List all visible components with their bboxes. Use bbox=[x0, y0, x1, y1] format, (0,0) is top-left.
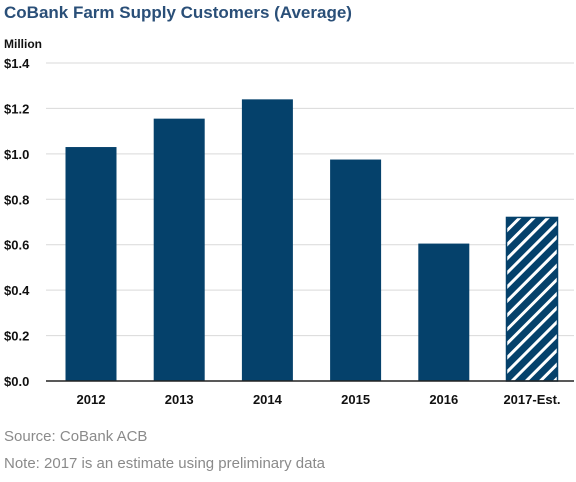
x-tick-label: 2012 bbox=[77, 392, 106, 407]
x-tick-label: 2016 bbox=[429, 392, 458, 407]
bar-estimate bbox=[505, 216, 559, 382]
y-tick-label: $0.2 bbox=[4, 329, 29, 344]
x-tick-label: 2013 bbox=[165, 392, 194, 407]
bar bbox=[330, 159, 382, 381]
chart-title: CoBank Farm Supply Customers (Average) bbox=[4, 3, 352, 22]
y-tick-label: $0.8 bbox=[4, 192, 29, 207]
y-tick-label: $1.2 bbox=[4, 101, 29, 116]
source-note: Source: CoBank ACB bbox=[4, 428, 148, 445]
estimate-note: Note: 2017 is an estimate using prelimin… bbox=[4, 455, 326, 472]
x-tick-label: 2017-Est. bbox=[503, 392, 560, 407]
y-tick-label: $0.4 bbox=[4, 283, 30, 298]
y-tick-label: $1.0 bbox=[4, 147, 29, 162]
y-tick-label: $1.4 bbox=[4, 56, 30, 71]
bar bbox=[65, 147, 117, 381]
bar bbox=[153, 118, 205, 382]
bar-chart: Million $0.0 $0.2 $0.4 $0.6 $0.8 $1.0 $1.2 $1.4… bbox=[4, 37, 574, 407]
y-tick-label: $0.0 bbox=[4, 374, 29, 389]
bar bbox=[241, 99, 293, 381]
y-axis-label: Million bbox=[4, 37, 42, 51]
bar bbox=[418, 243, 470, 381]
x-tick-label: 2014 bbox=[253, 392, 283, 407]
y-tick-label: $0.6 bbox=[4, 238, 29, 253]
x-tick-label: 2015 bbox=[341, 392, 370, 407]
